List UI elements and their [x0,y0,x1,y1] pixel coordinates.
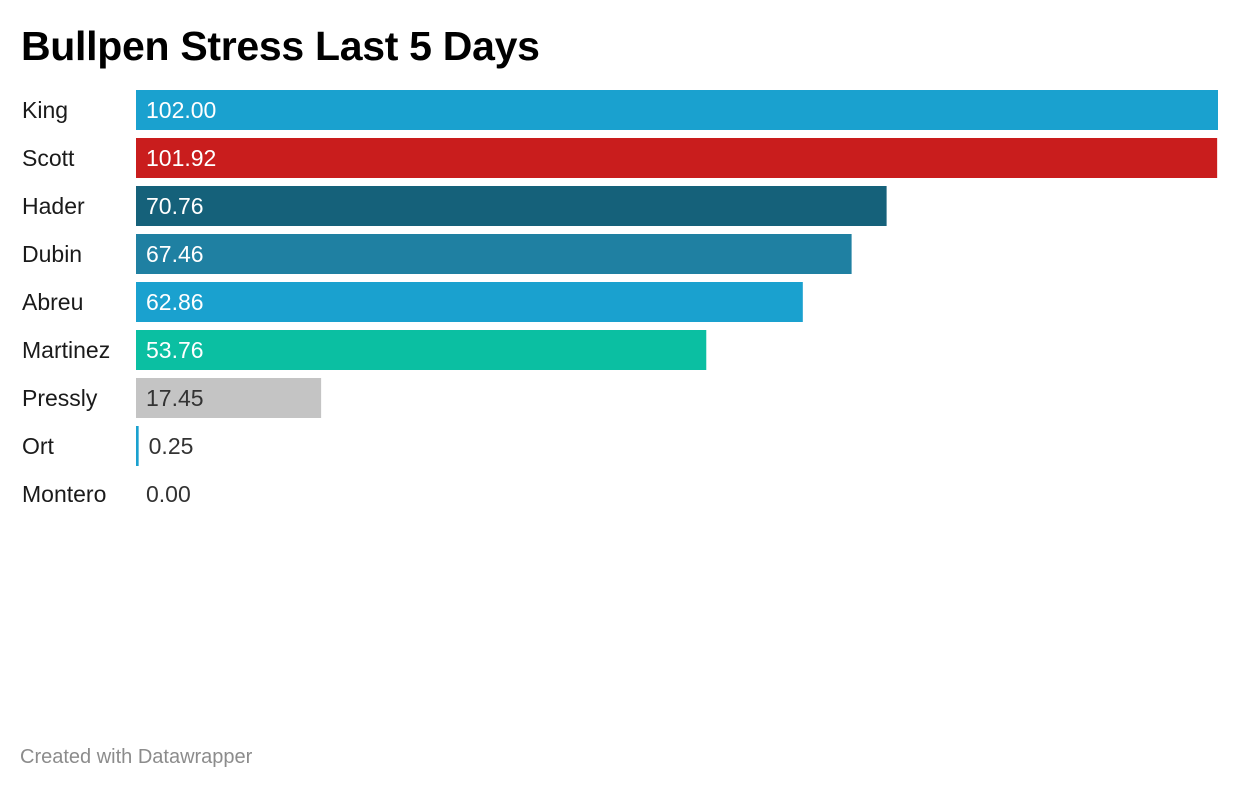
value-label: 53.76 [146,337,204,363]
category-label: Scott [22,145,75,171]
value-label: 102.00 [146,97,216,123]
value-label: 101.92 [146,145,216,171]
category-label: King [22,97,68,123]
bar [136,90,1218,130]
category-label: Dubin [22,241,82,267]
value-label: 62.86 [146,289,204,315]
bar [136,186,887,226]
category-label: Martinez [22,337,110,363]
value-label: 0.25 [149,433,194,459]
value-label: 67.46 [146,241,204,267]
credit-text: Created with Datawrapper [20,746,253,768]
category-label: Abreu [22,289,83,315]
bar [136,138,1218,178]
value-label: 17.45 [146,385,204,411]
bar [136,282,803,322]
value-label: 70.76 [146,193,204,219]
bar [136,234,852,274]
category-label: Ort [22,433,55,459]
value-label: 0.00 [146,481,191,507]
category-label: Montero [22,481,106,507]
category-label: Pressly [22,385,98,411]
bar [136,426,139,466]
bar [136,378,322,418]
bar [136,330,707,370]
category-label: Hader [22,193,85,219]
chart-title: Bullpen Stress Last 5 Days [21,23,540,69]
